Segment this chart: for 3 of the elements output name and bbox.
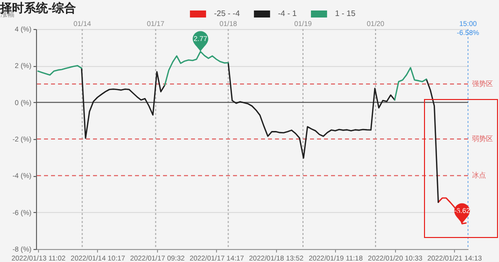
legend-label: -4 - 1 (278, 9, 298, 18)
legend-label: -25 - -4 (214, 9, 240, 18)
legend-label: 1 - 15 (335, 9, 356, 18)
